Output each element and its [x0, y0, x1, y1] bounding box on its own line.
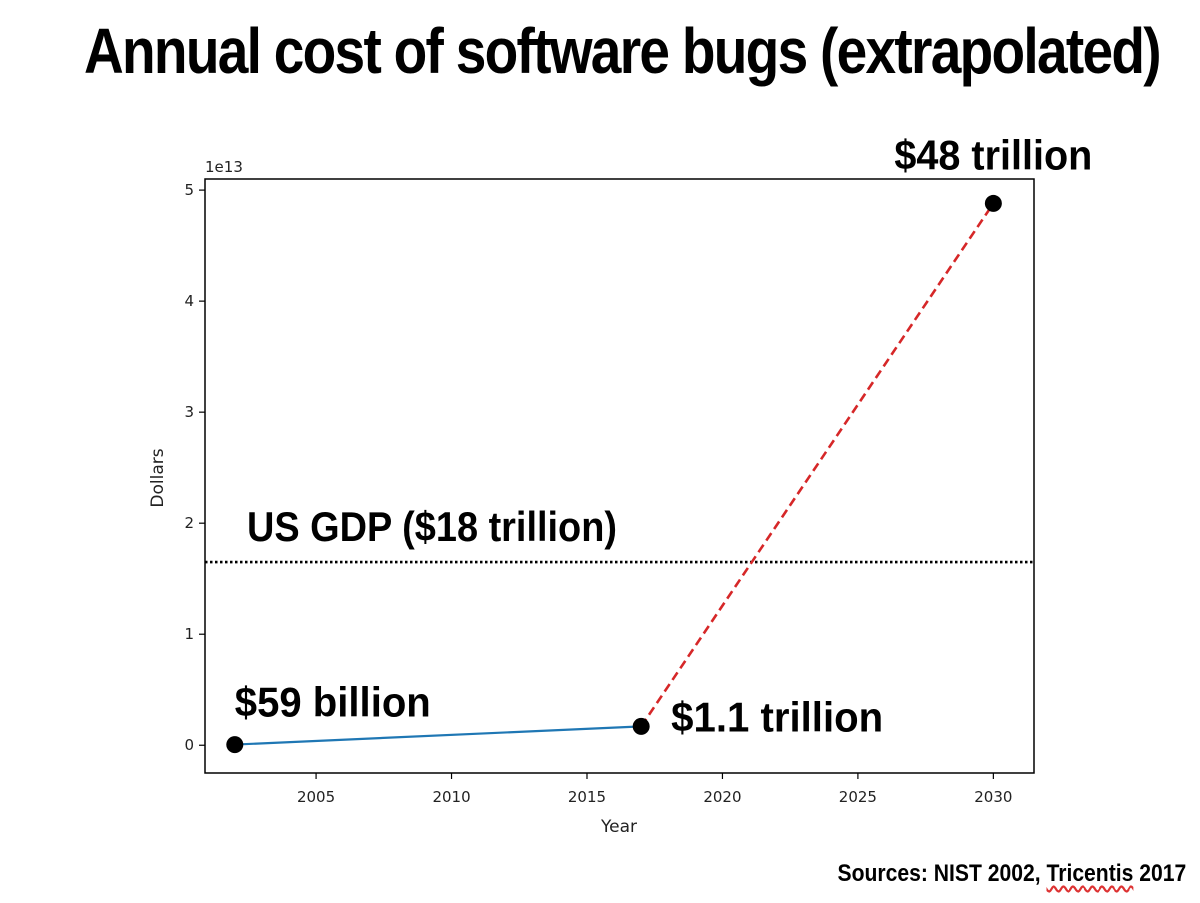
y-tick-label: 0: [184, 736, 194, 754]
y-axis-label: Dollars: [148, 448, 168, 507]
y-tick-label: 3: [184, 403, 194, 421]
sources-note: Sources: NIST 2002, Tricentis 2017: [837, 860, 1186, 888]
sources-tricentis: Tricentis: [1046, 860, 1134, 887]
data-point-label: $48 trillion: [894, 131, 1092, 178]
sources-suffix: 2017: [1133, 860, 1186, 887]
x-axis-label: Year: [600, 817, 637, 837]
gdp-reference-label: US GDP ($18 trillion): [247, 503, 617, 550]
sources-prefix: Sources: NIST 2002,: [837, 860, 1047, 887]
x-tick-label: 2025: [839, 788, 877, 806]
x-tick-label: 2015: [568, 788, 606, 806]
chart-title: Annual cost of software bugs (extrapolat…: [84, 15, 1162, 87]
y-tick-label: 2: [184, 514, 194, 532]
data-point: [984, 194, 1002, 212]
y-tick-label: 5: [184, 181, 194, 199]
y-offset-label: 1e13: [205, 158, 243, 176]
y-tick-label: 1: [184, 625, 194, 643]
x-tick-label: 2020: [703, 788, 741, 806]
data-point: [632, 717, 650, 735]
x-tick-label: 2005: [297, 788, 335, 806]
data-point-label: $1.1 trillion: [671, 693, 883, 740]
extrapolated-series-line: [640, 202, 995, 728]
plot-frame: [204, 178, 1035, 774]
y-tick-label: 4: [184, 292, 194, 310]
data-point: [226, 736, 244, 754]
data-point-label: $59 billion: [235, 679, 431, 726]
historical-series-line: [234, 725, 642, 746]
x-tick-label: 2010: [432, 788, 470, 806]
x-tick-label: 2030: [974, 788, 1012, 806]
